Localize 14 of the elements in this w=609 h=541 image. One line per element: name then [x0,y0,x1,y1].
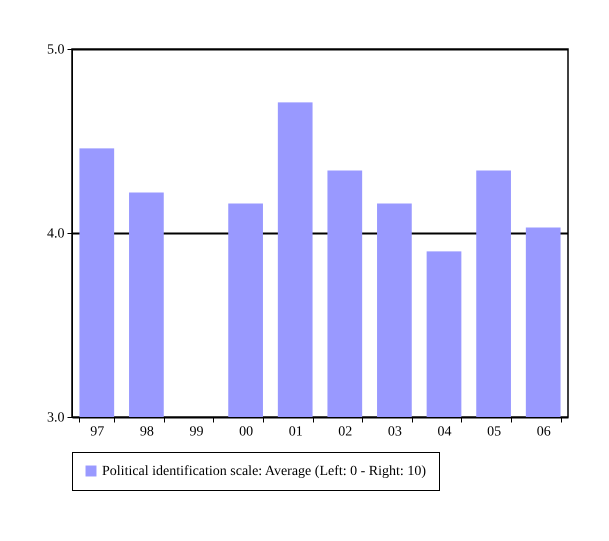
x-tick-label: 01 [288,424,303,440]
x-tick-label: 04 [438,424,452,440]
y-tick-label: 3.0 [47,410,64,426]
x-tick-label: 06 [536,424,551,440]
x-tick-label: 03 [388,424,402,440]
x-tick-label: 99 [190,424,204,440]
x-tick-label: 97 [90,424,104,440]
x-tick-label: 05 [487,424,502,440]
x-tick-label: 02 [338,424,352,440]
x-tick-label: 98 [140,424,154,440]
y-tick-label: 5.0 [47,42,64,58]
legend-label: Political identification scale: Average (Left: 0 - Right: 10) [102,464,426,479]
y-tick-label: 4.0 [47,226,64,242]
x-tick-label: 00 [239,424,254,440]
